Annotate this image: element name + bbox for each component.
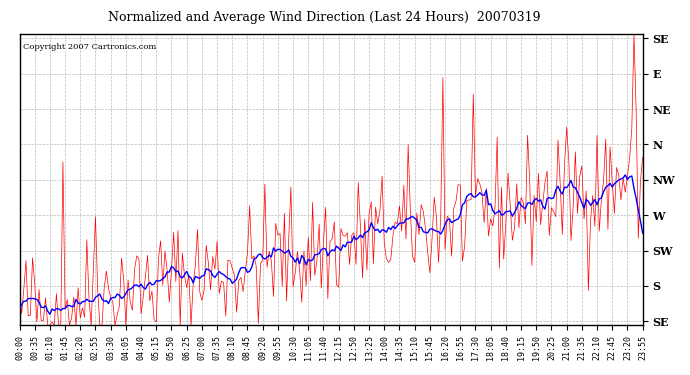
Text: Copyright 2007 Cartronics.com: Copyright 2007 Cartronics.com	[23, 43, 156, 51]
Text: Normalized and Average Wind Direction (Last 24 Hours)  20070319: Normalized and Average Wind Direction (L…	[108, 11, 540, 24]
